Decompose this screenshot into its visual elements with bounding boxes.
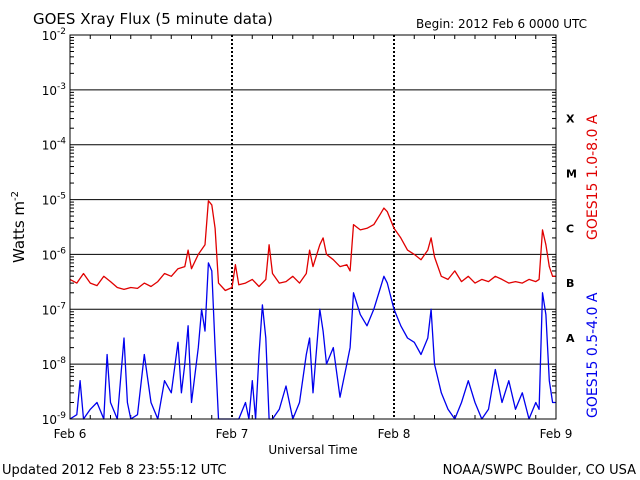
- credit-text: NOAA/SWPC Boulder, CO USA: [443, 463, 636, 478]
- y-axis-label-text: Watts m: [10, 201, 28, 263]
- x-axis-label: Universal Time: [268, 443, 357, 457]
- x-tick-label: Feb 8: [378, 427, 411, 441]
- legend-goes15-long: GOES15 1.0-8.0 A: [585, 114, 601, 240]
- y-axis-label: Watts m-2: [10, 191, 28, 263]
- flare-class-label: C: [566, 222, 574, 235]
- chart-title: GOES Xray Flux (5 minute data): [33, 10, 273, 28]
- y-tick-base: 10: [42, 303, 57, 317]
- y-tick-base: 10: [42, 358, 57, 372]
- y-tick-label: 10-5: [42, 192, 66, 208]
- y-tick-base: 10: [42, 84, 57, 98]
- y-tick-label: 10-2: [42, 27, 66, 43]
- y-tick-exponent: -2: [57, 27, 66, 37]
- y-tick-label: 10-9: [42, 411, 67, 427]
- flare-class-label: M: [566, 167, 577, 180]
- series-layer: [69, 200, 556, 420]
- y-tick-base: 10: [42, 248, 57, 262]
- y-tick-exponent: -9: [57, 411, 66, 421]
- y-tick-exponent: -3: [57, 82, 66, 92]
- x-tick-labels: Feb 6 Feb 7 Feb 8 Feb 9: [54, 427, 573, 441]
- y-tick-base: 10: [42, 139, 57, 153]
- legend-goes15-short: GOES15 0.5-4.0 A: [585, 292, 601, 418]
- y-tick-exponent: -5: [57, 192, 66, 202]
- updated-timestamp: Updated 2012 Feb 8 23:55:12 UTC: [2, 463, 227, 478]
- y-tick-base: 10: [42, 413, 57, 427]
- y-tick-labels: 10-910-810-710-610-510-410-310-2: [42, 27, 67, 427]
- y-tick-exponent: -7: [57, 301, 66, 311]
- y-tick-label: 10-4: [42, 137, 67, 153]
- y-tick-exponent: -4: [57, 137, 66, 147]
- y-tick-label: 10-6: [42, 246, 67, 262]
- y-tick-base: 10: [42, 194, 57, 208]
- y-tick-label: 10-7: [42, 301, 66, 317]
- flare-class-label: A: [566, 332, 575, 345]
- y-tick-label: 10-3: [42, 82, 66, 98]
- flare-class-labels: A B C M X: [566, 113, 577, 345]
- x-tick-label: Feb 6: [54, 427, 87, 441]
- flare-class-label: X: [566, 113, 575, 126]
- y-axis-label-exponent: -2: [10, 191, 21, 201]
- y-tick-exponent: -6: [57, 246, 66, 256]
- series-line-long: [69, 200, 556, 292]
- series-line-short: [69, 262, 556, 420]
- x-tick-label: Feb 9: [540, 427, 573, 441]
- plot-frame: [69, 34, 557, 420]
- y-tick-exponent: -8: [57, 356, 66, 366]
- x-tick-label: Feb 7: [216, 427, 249, 441]
- y-tick-base: 10: [42, 29, 57, 43]
- flare-class-label: B: [566, 277, 574, 290]
- begin-timestamp: Begin: 2012 Feb 6 0000 UTC: [416, 17, 587, 31]
- y-tick-label: 10-8: [42, 356, 67, 372]
